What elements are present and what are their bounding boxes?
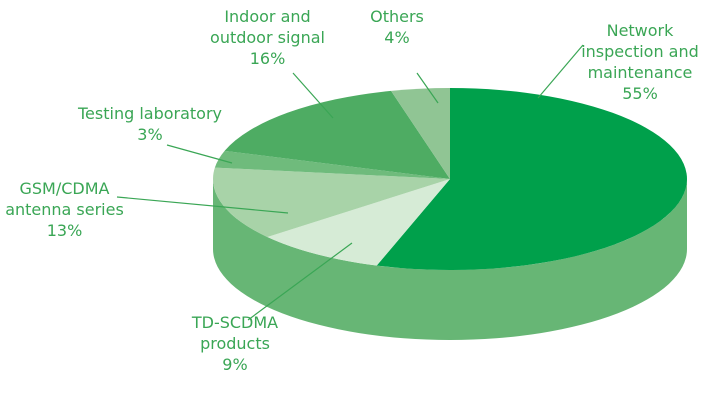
slice-label: Testing laboratory 3% xyxy=(50,103,250,145)
category-label: Network inspection and maintenance xyxy=(581,21,699,82)
value-label: 16% xyxy=(249,49,286,68)
pie-side xyxy=(213,179,687,340)
slice-label-box: Others 4% xyxy=(357,6,437,48)
value-label: 13% xyxy=(46,221,83,240)
category-label: TD-SCDMA products xyxy=(191,313,279,353)
slice-label-box: TD-SCDMA products 9% xyxy=(180,312,290,375)
slice-label-box: GSM/CDMA antenna series 13% xyxy=(2,178,127,241)
slice-label-box: Testing laboratory 3% xyxy=(50,103,250,145)
pie-slice xyxy=(214,150,450,179)
value-label: 55% xyxy=(622,84,658,103)
pie-slice xyxy=(267,179,450,266)
leader-line xyxy=(116,196,289,214)
pie-slice xyxy=(376,88,687,270)
pie-slice xyxy=(391,88,450,179)
slice-label: TD-SCDMA products 9% xyxy=(180,312,290,375)
leader-line xyxy=(292,72,334,119)
leader-line xyxy=(416,72,439,104)
slice-label-box: Indoor and outdoor signal 16% xyxy=(200,6,335,69)
pie-slice xyxy=(213,167,450,238)
value-label: 9% xyxy=(222,355,248,374)
pie-side-band xyxy=(213,179,687,340)
value-label: 4% xyxy=(384,28,410,47)
leader-line xyxy=(247,242,353,321)
value-label: 3% xyxy=(137,125,163,144)
pie-labels: Network inspection and maintenance 55% TD-… xyxy=(2,6,710,375)
leader-line xyxy=(166,144,233,164)
pie-slices xyxy=(213,88,687,270)
leader-line xyxy=(537,44,584,99)
slice-label: Others 4% xyxy=(357,6,437,48)
category-label: Indoor and outdoor signal xyxy=(210,7,325,47)
slice-label: GSM/CDMA antenna series 13% xyxy=(2,178,127,241)
slice-label: Network inspection and maintenance 55% xyxy=(570,20,710,104)
category-label: Testing laboratory xyxy=(77,104,223,123)
category-label: GSM/CDMA antenna series xyxy=(5,179,124,219)
slice-label-box: Network inspection and maintenance 55% xyxy=(570,20,710,104)
category-label: Others xyxy=(370,7,424,26)
pie-slice xyxy=(224,90,450,179)
slice-label: Indoor and outdoor signal 16% xyxy=(200,6,335,69)
